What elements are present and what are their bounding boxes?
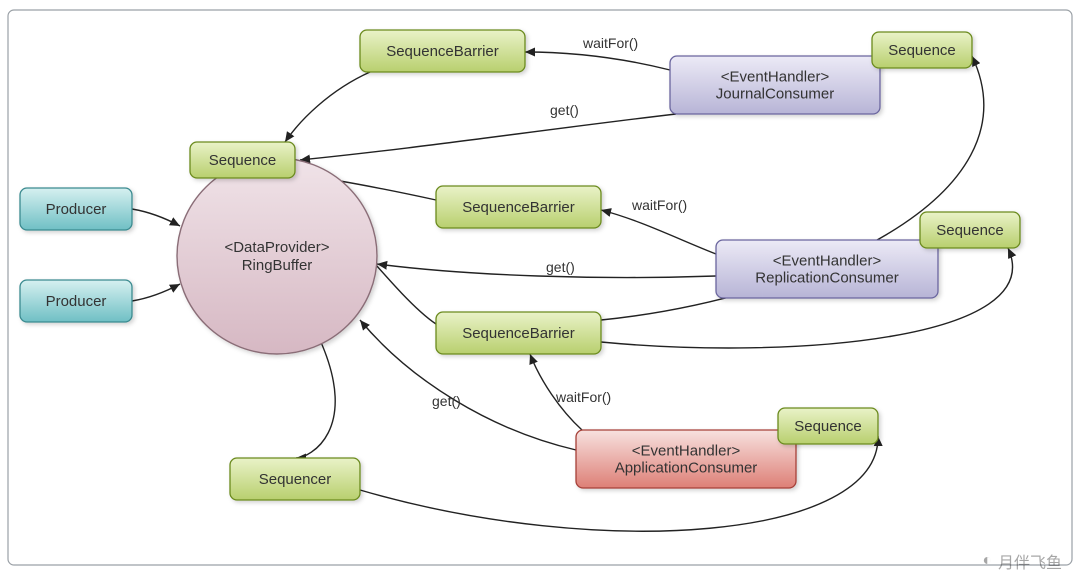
watermark-icon: ◐ xyxy=(982,552,992,570)
node-label-seq_repl-0: Sequence xyxy=(936,222,1004,239)
node-label-sequencer-0: Sequencer xyxy=(259,471,332,488)
diagram-canvas: waitFor() get() waitFor() get() waitFor() get… xyxy=(0,0,1080,583)
edge-label-j_get: get() xyxy=(550,102,579,118)
edge-rb_seq xyxy=(296,340,335,458)
node-label-journal-0: <EventHandler> xyxy=(721,69,830,86)
node-label-seq_rb-0: Sequence xyxy=(209,152,277,169)
node-label-seq_app-0: Sequence xyxy=(794,418,862,435)
node-label-seq_journal-0: Sequence xyxy=(888,42,956,59)
edge-r_wait xyxy=(601,210,716,254)
node-ringbuffer xyxy=(177,158,377,354)
node-label-replication-1: ReplicationConsumer xyxy=(755,270,898,287)
edge-sb1_seq xyxy=(285,72,370,142)
edge-p1_rb xyxy=(132,209,180,226)
watermark-text: 月伴飞鱼 xyxy=(998,549,1062,573)
node-label-replication-0: <EventHandler> xyxy=(773,253,882,270)
node-label-sb_top-0: SequenceBarrier xyxy=(386,43,499,60)
edge-label-j_wait: waitFor() xyxy=(582,35,638,51)
edge-label-r_get: get() xyxy=(546,259,575,275)
edge-p2_rb xyxy=(132,284,180,301)
edge-label-r_wait: waitFor() xyxy=(631,197,687,213)
edge-label-a_wait: waitFor() xyxy=(555,389,611,405)
edge-j_get xyxy=(300,114,676,160)
node-label-sb_low-0: SequenceBarrier xyxy=(462,325,575,342)
node-label-journal-1: JournalConsumer xyxy=(716,86,834,103)
node-label-producer2-0: Producer xyxy=(46,293,107,310)
edge-label-a_get: get() xyxy=(432,393,461,409)
node-label-application-0: <EventHandler> xyxy=(632,443,741,460)
watermark: ◐ 月伴飞鱼 xyxy=(982,549,1062,573)
node-label-ringbuffer-0: <DataProvider> xyxy=(224,239,329,256)
node-label-ringbuffer-1: RingBuffer xyxy=(242,257,313,274)
node-label-producer1-0: Producer xyxy=(46,201,107,218)
node-label-sb_mid-0: SequenceBarrier xyxy=(462,199,575,216)
node-label-application-1: ApplicationConsumer xyxy=(615,460,758,477)
edge-j_wait xyxy=(525,52,670,70)
